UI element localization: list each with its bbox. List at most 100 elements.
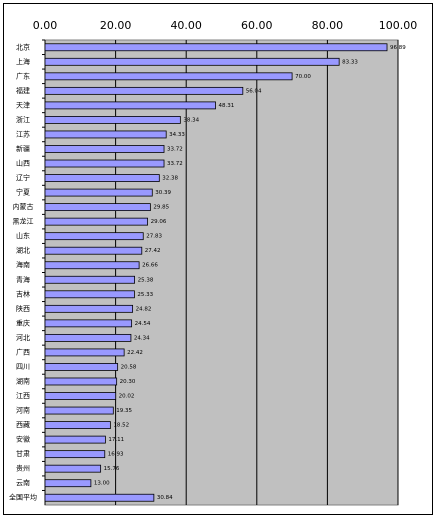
value-label: 25.33 xyxy=(137,292,153,298)
y-tick-label: 吉林 xyxy=(16,289,30,298)
value-label: 30.39 xyxy=(155,190,171,196)
y-tick-label: 西藏 xyxy=(16,420,30,429)
y-tick-label: 重庆 xyxy=(16,318,30,327)
value-label: 33.72 xyxy=(167,161,183,167)
bar xyxy=(44,261,140,270)
bar xyxy=(44,406,114,415)
y-tick-label: 江苏 xyxy=(16,129,30,138)
x-tick-label: 100.00 xyxy=(379,19,418,32)
value-label: 29.85 xyxy=(153,205,169,211)
y-tick-label: 内蒙古 xyxy=(13,202,34,211)
x-tick-label: 60.00 xyxy=(241,19,273,32)
value-label: 83.33 xyxy=(342,59,358,65)
value-label: 24.54 xyxy=(135,321,151,327)
bar xyxy=(44,86,244,95)
value-label: 34.33 xyxy=(169,132,185,138)
bar xyxy=(44,57,340,66)
bar xyxy=(44,421,111,429)
value-label: 16.93 xyxy=(108,452,124,458)
y-tick-label: 广东 xyxy=(16,71,30,80)
bar xyxy=(44,188,153,197)
bar xyxy=(44,290,135,299)
bar xyxy=(44,363,119,371)
value-label: 20.30 xyxy=(120,379,136,385)
value-label: 19.35 xyxy=(116,408,132,414)
y-tick-label: 云南 xyxy=(16,478,30,487)
value-label: 33.72 xyxy=(167,146,183,152)
value-label: 25.38 xyxy=(138,277,154,283)
value-label: 20.58 xyxy=(121,364,137,370)
y-tick-label: 山西 xyxy=(16,159,30,168)
y-tick-label: 河北 xyxy=(16,334,30,342)
y-tick-label: 山东 xyxy=(16,231,30,240)
y-tick-label: 河南 xyxy=(16,406,30,415)
y-tick-label: 北京 xyxy=(16,42,30,51)
bar xyxy=(44,479,92,488)
y-tick-label: 广西 xyxy=(16,347,30,356)
value-label: 15.76 xyxy=(104,466,120,472)
bar xyxy=(44,232,144,241)
bar xyxy=(44,217,148,226)
value-label: 70.00 xyxy=(295,74,311,80)
y-tick-label: 湖北 xyxy=(16,246,30,255)
value-label: 27.83 xyxy=(146,234,162,240)
bar xyxy=(44,72,293,81)
y-tick-label: 全国平均 xyxy=(9,493,37,502)
bar xyxy=(44,246,143,255)
bar xyxy=(44,304,134,313)
value-label: 20.02 xyxy=(119,394,135,400)
y-tick-label: 陕西 xyxy=(16,304,30,313)
x-tick-label: 20.00 xyxy=(100,19,132,32)
value-label: 29.06 xyxy=(151,219,167,225)
value-label: 17.11 xyxy=(108,437,124,443)
bar xyxy=(44,145,165,153)
bar xyxy=(44,435,106,444)
bar xyxy=(44,319,133,328)
y-tick-label: 浙江 xyxy=(16,115,30,124)
y-tick-label: 黑龙江 xyxy=(13,217,34,226)
bar xyxy=(44,392,117,400)
bar xyxy=(44,377,118,386)
value-label: 38.34 xyxy=(183,117,199,123)
value-label: 27.42 xyxy=(145,248,161,254)
bar xyxy=(44,43,388,52)
value-label: 26.66 xyxy=(142,263,158,269)
value-label: 96.89 xyxy=(390,45,406,51)
y-tick-label: 四川 xyxy=(16,363,30,371)
bar xyxy=(44,348,125,357)
value-label: 18.52 xyxy=(113,423,129,429)
value-label: 48.31 xyxy=(219,103,235,109)
y-tick-label: 宁夏 xyxy=(16,188,30,197)
bar xyxy=(44,130,167,139)
y-tick-label: 新疆 xyxy=(16,144,30,153)
y-tick-label: 安徽 xyxy=(16,435,30,444)
value-label: 30.84 xyxy=(157,495,173,501)
bar xyxy=(44,203,151,212)
value-label: 13.00 xyxy=(94,481,110,487)
value-label: 32.38 xyxy=(162,176,178,182)
plot-area xyxy=(44,39,399,506)
y-tick-label: 海南 xyxy=(16,260,30,269)
y-tick-label: 辽宁 xyxy=(16,173,30,182)
bar xyxy=(44,493,155,502)
bar xyxy=(44,450,106,459)
y-tick-label: 江西 xyxy=(16,392,30,400)
x-tick-label: 80.00 xyxy=(312,19,344,32)
bar xyxy=(44,464,102,473)
y-tick-label: 青海 xyxy=(16,275,30,284)
value-label: 56.04 xyxy=(246,88,262,94)
value-label: 24.82 xyxy=(136,306,152,312)
value-label: 22.42 xyxy=(127,350,143,356)
y-tick-label: 湖南 xyxy=(16,376,30,385)
bar xyxy=(44,159,165,168)
x-tick-label: 0.00 xyxy=(33,19,58,32)
value-label: 24.34 xyxy=(134,335,150,341)
y-tick-label: 福建 xyxy=(16,86,30,95)
bar xyxy=(44,101,216,110)
bar xyxy=(44,116,181,124)
y-tick-label: 上海 xyxy=(16,57,30,66)
y-tick-label: 天津 xyxy=(16,101,30,109)
bar xyxy=(44,333,132,342)
y-tick-label: 贵州 xyxy=(16,464,30,473)
